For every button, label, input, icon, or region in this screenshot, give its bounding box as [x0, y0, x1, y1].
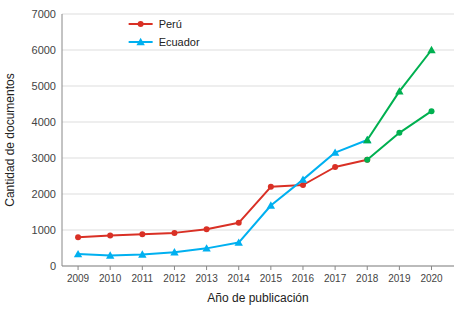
- x-tick-label: 2019: [388, 273, 411, 284]
- x-tick-label: 2020: [420, 273, 443, 284]
- grid-line: [62, 230, 454, 231]
- axes: 0 1000 2000 3000 4000 5000 6000 7000 2009 2010 201…: [32, 8, 454, 284]
- point: [299, 175, 307, 182]
- point: [364, 157, 370, 163]
- y-tick-label: 0: [50, 260, 56, 272]
- y-tick-label: 1000: [32, 224, 56, 236]
- grid-line: [62, 194, 454, 195]
- point: [396, 130, 402, 136]
- point: [75, 234, 81, 240]
- x-tick: [302, 266, 303, 270]
- x-tick-label: 2014: [228, 273, 251, 284]
- x-axis-label: Año de publicación: [207, 291, 308, 305]
- point: [236, 220, 242, 226]
- x-tick: [78, 266, 79, 270]
- x-tick: [270, 266, 271, 270]
- point: [139, 231, 145, 237]
- x-tick-label: 2011: [132, 273, 154, 284]
- x-tick-label: 2017: [324, 273, 347, 284]
- grid-line: [62, 50, 454, 51]
- grid-line: [62, 14, 454, 15]
- x-tick-label: 2018: [356, 273, 379, 284]
- legend-label: Perú: [159, 18, 182, 30]
- x-tick-label: 2009: [67, 273, 90, 284]
- x-tick-label: 2016: [292, 273, 315, 284]
- point: [170, 248, 178, 255]
- y-tick-label: 7000: [32, 8, 56, 20]
- series-line: [78, 140, 367, 256]
- y-tick-label: 2000: [32, 188, 56, 200]
- legend: Perú Ecuador: [129, 18, 200, 48]
- x-tick: [142, 266, 143, 270]
- y-tick-label: 3000: [32, 152, 56, 164]
- point: [332, 164, 338, 170]
- series-line: [367, 111, 431, 160]
- point: [429, 108, 435, 114]
- grid-line: [62, 122, 454, 123]
- point: [331, 148, 339, 155]
- point: [202, 244, 210, 251]
- x-tick-label: 2012: [163, 273, 186, 284]
- series-line: [367, 50, 431, 140]
- y-axis-line: [62, 14, 63, 266]
- point: [427, 46, 435, 53]
- legend-label: Ecuador: [159, 36, 200, 48]
- point: [235, 238, 243, 245]
- x-tick: [335, 266, 336, 270]
- y-tick-label: 6000: [32, 44, 56, 56]
- point: [300, 182, 306, 188]
- x-tick-label: 2013: [195, 273, 218, 284]
- x-tick: [206, 266, 207, 270]
- y-axis-label: Cantidad de documentos: [3, 73, 17, 206]
- y-tick-label: 5000: [32, 80, 56, 92]
- y-tick-label: 4000: [32, 116, 56, 128]
- x-tick-label: 2010: [99, 273, 122, 284]
- point: [267, 201, 275, 208]
- x-tick: [238, 266, 239, 270]
- x-axis-line: [62, 266, 454, 267]
- x-tick: [399, 266, 400, 270]
- series-line: [78, 160, 367, 237]
- x-tick: [367, 266, 368, 270]
- x-tick: [174, 266, 175, 270]
- grid-line: [62, 158, 454, 159]
- grid-line: [62, 266, 454, 267]
- x-tick: [431, 266, 432, 270]
- point: [204, 226, 210, 232]
- point: [106, 251, 114, 258]
- legend-marker: [138, 21, 144, 27]
- x-tick: [110, 266, 111, 270]
- point: [364, 157, 370, 163]
- x-tick-label: 2015: [260, 273, 283, 284]
- point: [171, 230, 177, 236]
- chart: 0 1000 2000 3000 4000 5000 6000 7000 2009 2010 201…: [0, 0, 468, 310]
- legend-marker: [136, 38, 144, 45]
- plot-area: [74, 46, 436, 259]
- point: [363, 136, 371, 143]
- point: [138, 250, 146, 257]
- point: [268, 184, 274, 190]
- point: [74, 250, 82, 257]
- point: [107, 232, 113, 238]
- point: [395, 87, 403, 94]
- grid-line: [62, 86, 454, 87]
- grid: [62, 14, 454, 266]
